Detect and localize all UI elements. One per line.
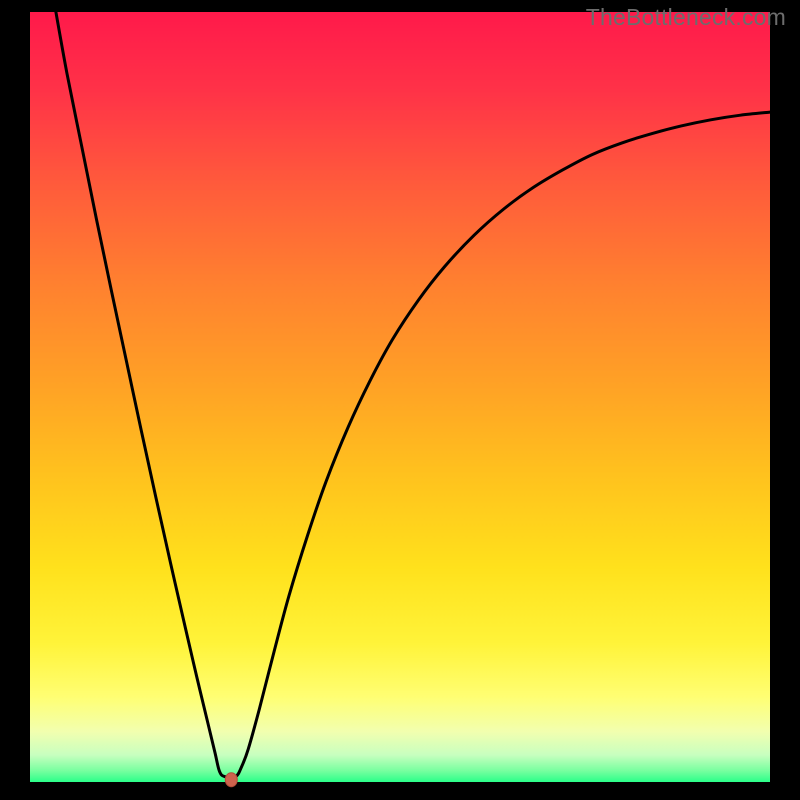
chart-stage: TheBottleneck.com bbox=[0, 0, 800, 800]
gradient-plot-area bbox=[30, 12, 770, 782]
